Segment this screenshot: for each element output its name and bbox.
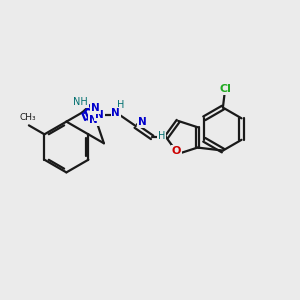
Text: O: O xyxy=(172,146,182,156)
Text: N: N xyxy=(138,118,147,128)
Text: N: N xyxy=(91,103,100,113)
Text: N: N xyxy=(89,115,98,125)
Text: N: N xyxy=(111,108,120,118)
Text: NH: NH xyxy=(73,97,88,107)
Text: N: N xyxy=(95,110,104,120)
Text: Cl: Cl xyxy=(220,84,232,94)
Text: CH₃: CH₃ xyxy=(19,112,36,122)
Text: H: H xyxy=(158,130,165,141)
Text: H: H xyxy=(117,100,124,110)
